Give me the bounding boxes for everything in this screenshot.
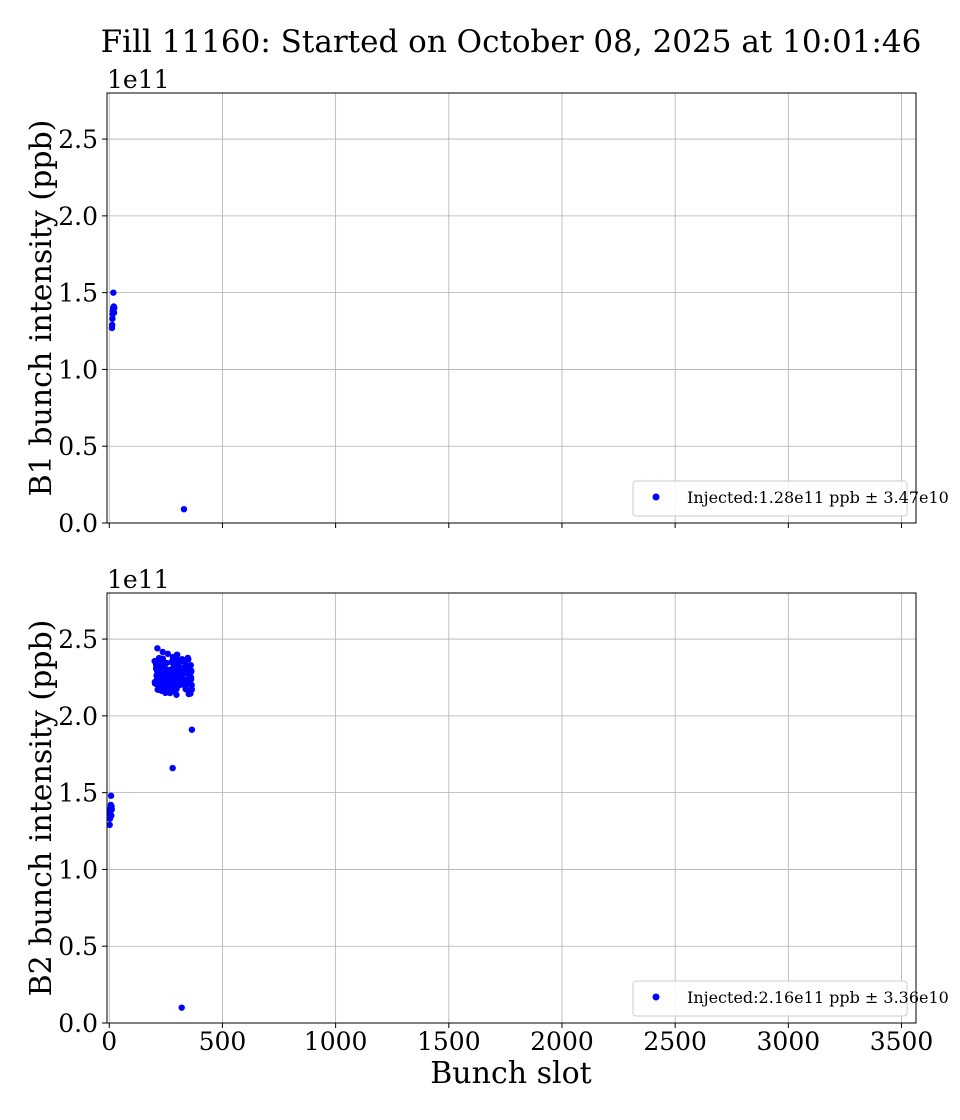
b2-x-tick-label: 2000 <box>530 1027 594 1056</box>
b1-scale-label: 1e11 <box>107 65 170 94</box>
b1-intensity-panel: 0.0 0.5 1.0 1.5 2.0 2.5 1e11 B1 bunch intensi… <box>24 65 949 538</box>
b1-legend-box <box>632 480 908 517</box>
b2-y-tick-label: 2.5 <box>58 625 98 654</box>
b1-data-point <box>111 304 118 312</box>
b2-data-point <box>108 812 115 819</box>
b2-data-point <box>186 674 194 681</box>
b1-legend: Injected:1.28e11 ppb ± 3.47e10 <box>632 480 949 517</box>
b2-intensity-panel: 0.0 0.5 1.0 1.5 2.0 2.5 0 500 1000 1500 2000 2500 3… <box>24 565 949 1056</box>
b2-plot-frame <box>106 592 917 1024</box>
b2-data-point <box>172 679 179 687</box>
b2-data-point <box>106 821 113 829</box>
b2-scale-label: 1e11 <box>107 565 170 594</box>
b2-data-point <box>168 658 175 666</box>
b2-data-point <box>165 672 172 679</box>
b2-data-point <box>173 651 181 659</box>
b2-y-tick-label: 1.5 <box>58 779 98 808</box>
b2-data-point <box>178 667 185 675</box>
b2-legend-box <box>632 980 908 1017</box>
b2-x-tick-label: 1500 <box>417 1027 481 1056</box>
b2-data-point <box>163 659 170 667</box>
b1-y-tick-label: 0.5 <box>58 432 98 461</box>
b1-grid <box>107 93 916 524</box>
b1-plot-frame <box>106 92 917 524</box>
b2-y-axis-label: B2 bunch intensity (ppb) <box>24 620 59 997</box>
b2-data-point <box>188 686 196 693</box>
b2-data-point <box>157 679 164 686</box>
chart-title: Fill 11160: Started on October 08, 2025 … <box>101 24 922 60</box>
b1-data-point <box>109 315 116 322</box>
b2-y-ticks: 0.0 0.5 1.0 1.5 2.0 2.5 <box>58 625 107 1038</box>
b2-x-tick-label: 2500 <box>643 1027 707 1056</box>
b2-data-point <box>159 663 166 670</box>
b1-y-tick-label: 0.0 <box>58 509 98 538</box>
b2-data-point <box>182 678 189 685</box>
b1-data-point <box>110 309 118 316</box>
b2-data-point <box>166 689 174 697</box>
b1-data-points <box>108 289 188 513</box>
b2-grid <box>107 593 916 1024</box>
b2-data-point <box>159 648 166 656</box>
b2-legend-marker <box>652 993 660 1001</box>
b2-y-tick-label: 2.0 <box>58 702 98 731</box>
b2-data-point <box>169 764 176 772</box>
b1-data-point <box>109 321 116 329</box>
b1-y-tick-label: 1.0 <box>58 355 98 384</box>
b1-data-point <box>110 289 117 296</box>
b2-data-point <box>188 726 196 733</box>
b1-y-ticks: 0.0 0.5 1.0 1.5 2.0 2.5 <box>58 125 107 538</box>
b2-data-point <box>183 685 190 693</box>
b2-data-point <box>173 671 181 678</box>
b2-legend: Injected:2.16e11 ppb ± 3.36e10 <box>632 980 949 1017</box>
b2-y-tick-label: 0.5 <box>58 932 98 961</box>
x-axis-label: Bunch slot <box>430 1056 591 1091</box>
b2-data-point <box>184 654 192 662</box>
b2-x-tick-label: 0 <box>101 1027 117 1056</box>
b2-data-point <box>107 792 115 799</box>
b2-x-tick-label: 1000 <box>304 1027 368 1056</box>
b1-y-tick-label: 2.0 <box>58 202 98 231</box>
b2-x-tick-label: 500 <box>199 1027 247 1056</box>
b2-y-tick-label: 1.0 <box>58 855 98 884</box>
b1-y-axis-label: B1 bunch intensity (ppb) <box>24 120 59 497</box>
b1-data-point <box>180 505 188 513</box>
b1-legend-label: Injected:1.28e11 ppb ± 3.47e10 <box>687 488 949 507</box>
b2-data-point <box>158 687 165 694</box>
b2-legend-label: Injected:2.16e11 ppb ± 3.36e10 <box>687 988 949 1007</box>
b2-data-point <box>151 680 159 687</box>
b1-legend-marker <box>652 493 660 501</box>
b2-data-point <box>164 666 172 674</box>
b2-x-tick-label: 3000 <box>757 1027 821 1056</box>
b2-data-point <box>108 806 115 813</box>
b2-y-tick-label: 0.0 <box>58 1009 98 1038</box>
b2-data-point <box>178 1004 185 1011</box>
b1-y-tick-label: 1.5 <box>58 279 98 308</box>
b2-x-tick-label: 3500 <box>870 1027 934 1056</box>
b2-data-point <box>151 657 158 665</box>
b2-data-point <box>164 650 172 658</box>
b2-data-points <box>106 645 196 1011</box>
b2-x-ticks: 0 500 1000 1500 2000 2500 3000 3500 <box>101 1023 933 1056</box>
b1-x-ticks <box>108 523 903 528</box>
b1-y-tick-label: 2.5 <box>58 125 98 154</box>
b2-data-point <box>154 645 161 652</box>
